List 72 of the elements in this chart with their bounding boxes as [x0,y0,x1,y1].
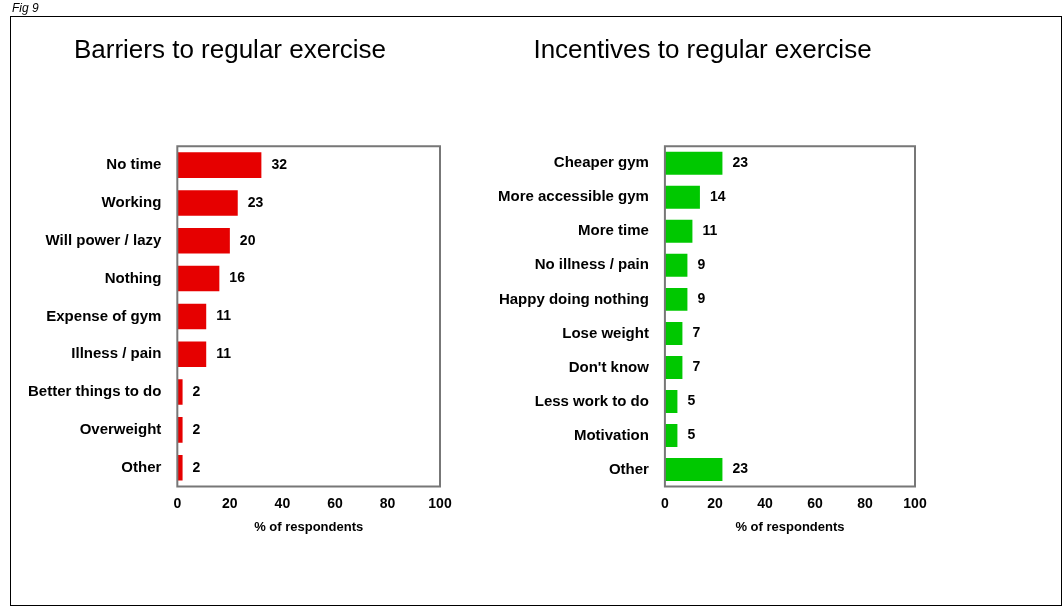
data-label: 2 [192,420,201,437]
data-label: 32 [271,155,288,172]
data-label: 5 [687,392,696,409]
data-label: 2 [192,458,201,475]
x-tick-label: 100 [428,494,452,511]
x-tick-label: 40 [274,494,291,511]
data-label: 9 [697,290,706,307]
bar [664,287,688,311]
data-label: 16 [229,269,246,286]
data-label: 2 [192,382,201,399]
data-label: 5 [687,426,696,443]
y-tick-label: Better things to do [27,382,162,400]
chart-title: Barriers to regular exercise [73,33,387,64]
x-tick-label: 40 [757,494,773,511]
x-tick-label: 60 [327,494,343,511]
x-tick-label: 0 [661,494,670,511]
y-tick-label: Will power / lazy [45,230,162,248]
data-label: 23 [247,193,264,210]
y-tick-label: More time [578,221,649,239]
caption: Fig 9 [12,1,39,15]
x-axis-title: % of respondents [254,518,364,534]
y-tick-label: Illness / pain [71,344,162,362]
x-tick-label: 0 [173,494,182,511]
y-tick-label: No illness / pain [534,255,649,273]
bar [177,152,262,178]
data-label: 11 [216,345,232,362]
data-label: 11 [702,222,718,239]
bar [177,379,183,405]
bar [664,151,723,175]
x-tick-label: 80 [857,494,873,511]
bar [177,303,207,330]
bar [177,190,238,216]
y-tick-label: Overweight [79,420,162,438]
bar [664,458,723,482]
bar [177,341,207,367]
y-tick-label: Cheaper gym [553,153,649,171]
bar [177,227,230,254]
y-tick-label: Nothing [104,268,162,286]
data-label: 11 [216,307,232,324]
y-tick-label: Less work to do [534,391,649,409]
data-label: 14 [709,188,726,205]
bar [664,219,693,243]
data-label: 7 [692,324,701,341]
data-label: 23 [732,460,749,477]
data-label: 20 [239,231,256,248]
y-tick-label: Motivation [573,425,649,443]
x-tick-label: 100 [903,494,927,511]
bar [664,321,683,345]
bar [664,355,683,379]
y-tick-label: Expense of gym [46,306,162,324]
x-tick-label: 20 [707,494,723,511]
x-tick-label: 20 [222,494,238,511]
chart-title: Incentives to regular exercise [533,33,872,64]
data-label: 23 [732,154,749,171]
data-label: 7 [692,358,701,375]
x-tick-label: 60 [807,494,823,511]
y-tick-label: More accessible gym [497,187,649,205]
bar [664,253,688,277]
y-tick-label: Working [101,193,162,211]
y-tick-label: No time [106,155,162,173]
y-tick-label: Don't know [568,357,650,375]
x-axis-title: % of respondents [735,518,845,534]
bar [664,185,700,209]
data-label: 9 [697,256,706,273]
bar [177,454,183,481]
bar [177,417,183,443]
y-tick-label: Lose weight [562,323,649,341]
bar [177,265,220,292]
x-tick-label: 80 [379,494,396,511]
y-tick-label: Other [121,457,162,475]
y-tick-label: Happy doing nothing [498,289,649,307]
y-tick-label: Other [608,459,650,477]
